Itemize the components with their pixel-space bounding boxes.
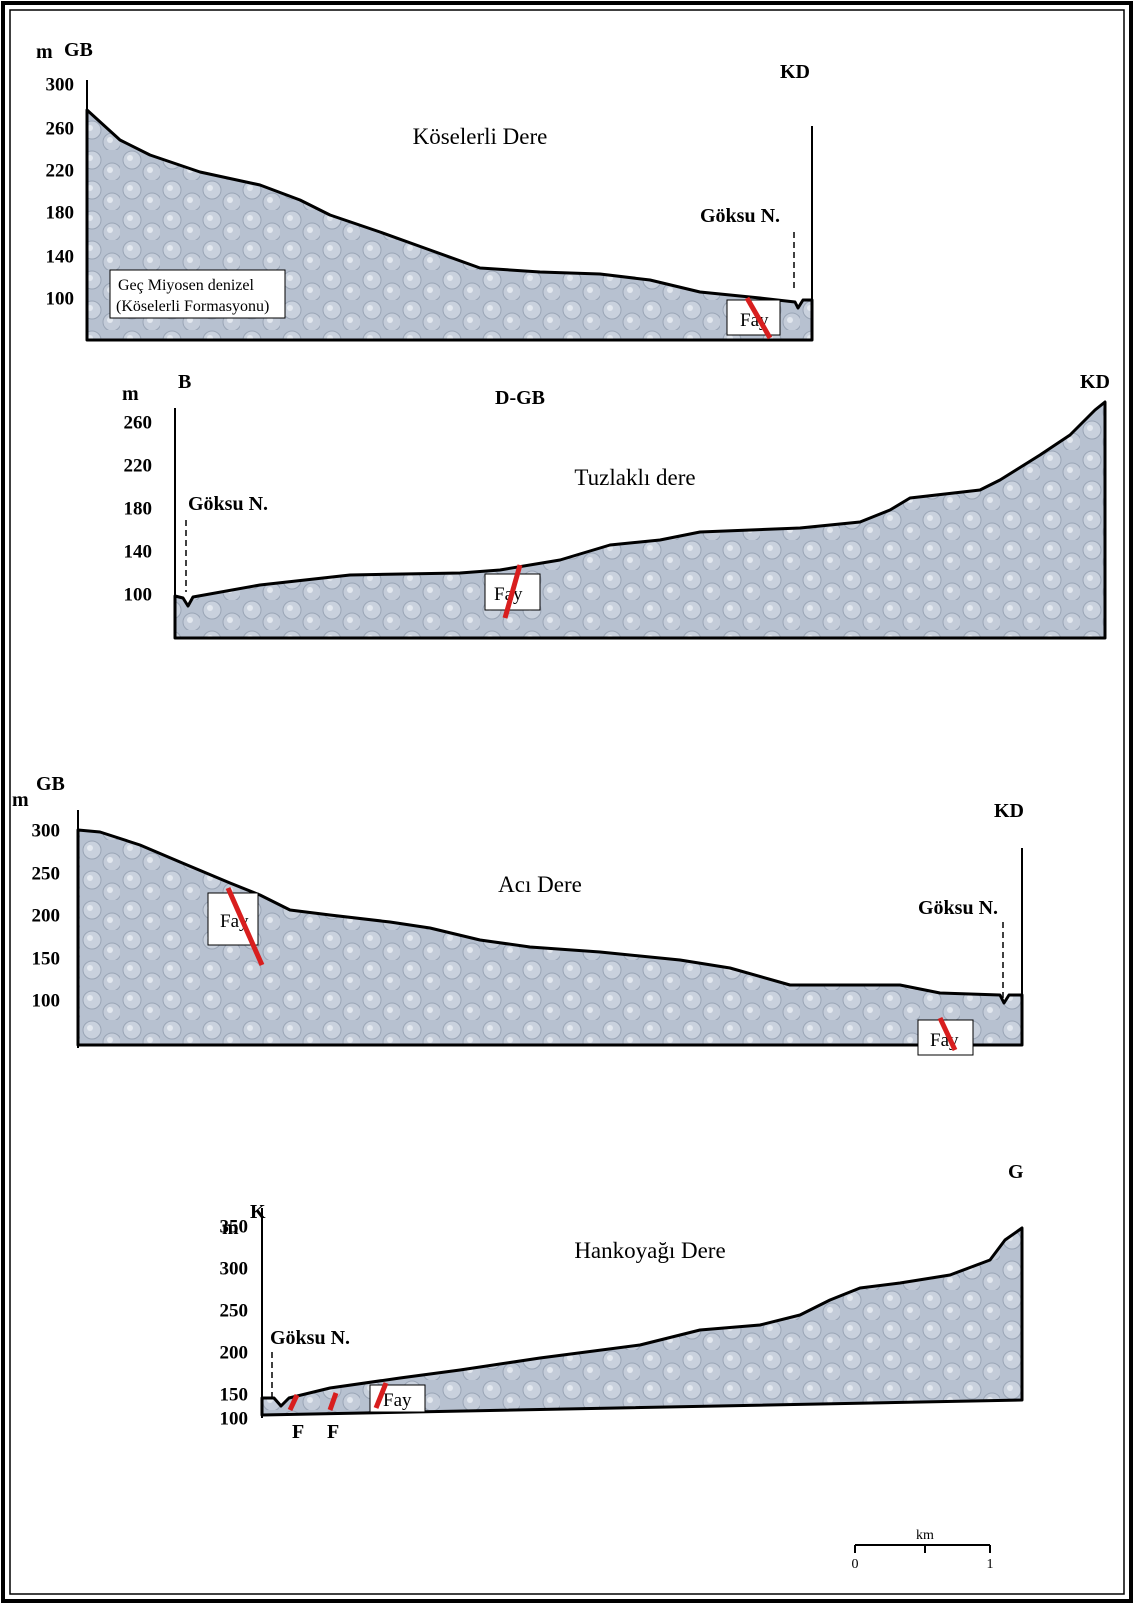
river-label: Göksu N. [918, 897, 998, 919]
tick-label: 260 [46, 118, 75, 139]
profile-title: Hankoyağı Dere [574, 1238, 725, 1263]
end-label: GB [36, 773, 65, 795]
direction-label: D-GB [495, 387, 545, 409]
scale-unit: km [916, 1528, 934, 1543]
profile: 260 220 180 140 100 m B D-GB KD Tuzlaklı… [122, 371, 1110, 638]
end-label: G [1008, 1161, 1024, 1183]
river-label: Göksu N. [270, 1327, 350, 1349]
profile: 300 260 220 180 140 100 m GB KD Köselerl… [36, 39, 812, 340]
tick-label: 150 [220, 1384, 249, 1405]
tick-label: 220 [124, 455, 153, 476]
formation-label: (Köselerli Formasyonu) [116, 298, 269, 315]
tick-label: 300 [32, 820, 61, 841]
end-label: GB [64, 39, 93, 61]
end-label: KD [1080, 371, 1110, 393]
profile-area [175, 402, 1105, 638]
tick-label: 250 [220, 1300, 249, 1321]
tick-label: 150 [32, 948, 61, 969]
end-label: K [250, 1201, 266, 1223]
fault-label: Fay [383, 1390, 412, 1411]
tick-label: 220 [46, 160, 75, 181]
tick-label: 250 [32, 863, 61, 884]
unit: m [122, 383, 139, 405]
unit: m [222, 1217, 239, 1239]
end-label: KD [994, 800, 1024, 822]
fault-label: F [327, 1421, 339, 1443]
profile-title: Köselerli Dere [413, 124, 548, 149]
profile-title: Tuzlaklı dere [574, 465, 695, 490]
tick-label: 180 [124, 498, 153, 519]
tick-label: 180 [46, 202, 75, 223]
profile-title: Acı Dere [498, 872, 582, 897]
river-label: Göksu N. [700, 205, 780, 227]
figure: 300 260 220 180 140 100 m GB KD Köselerl… [0, 0, 1134, 1604]
formation-label: Geç Miyosen denizel [118, 277, 255, 294]
end-label: KD [780, 61, 810, 83]
tick-label: 200 [220, 1342, 249, 1363]
tick-label: 260 [124, 412, 153, 433]
scale-label: 1 [987, 1557, 994, 1572]
profile: 300 250 200 150 100 m GB KD Acı Dere Gök… [12, 773, 1024, 1055]
unit: m [12, 789, 29, 811]
profile: 350 300 250 200 150 100 m K G Hankoyağı … [220, 1161, 1025, 1443]
unit: m [36, 41, 53, 63]
tick-label: 140 [124, 541, 153, 562]
tick-label: 300 [220, 1258, 249, 1279]
tick-label: 100 [46, 288, 75, 309]
scale-bar: km 0 1 [852, 1528, 994, 1572]
tick-label: 140 [46, 246, 75, 267]
end-label: B [178, 371, 191, 393]
river-label: Göksu N. [188, 493, 268, 515]
tick-label: 200 [32, 905, 61, 926]
tick-label: 100 [124, 584, 153, 605]
fault-label: F [292, 1421, 304, 1443]
tick-label: 100 [32, 990, 61, 1011]
tick-label: 300 [46, 74, 75, 95]
tick-label: 100 [220, 1408, 249, 1429]
scale-label: 0 [852, 1557, 859, 1572]
